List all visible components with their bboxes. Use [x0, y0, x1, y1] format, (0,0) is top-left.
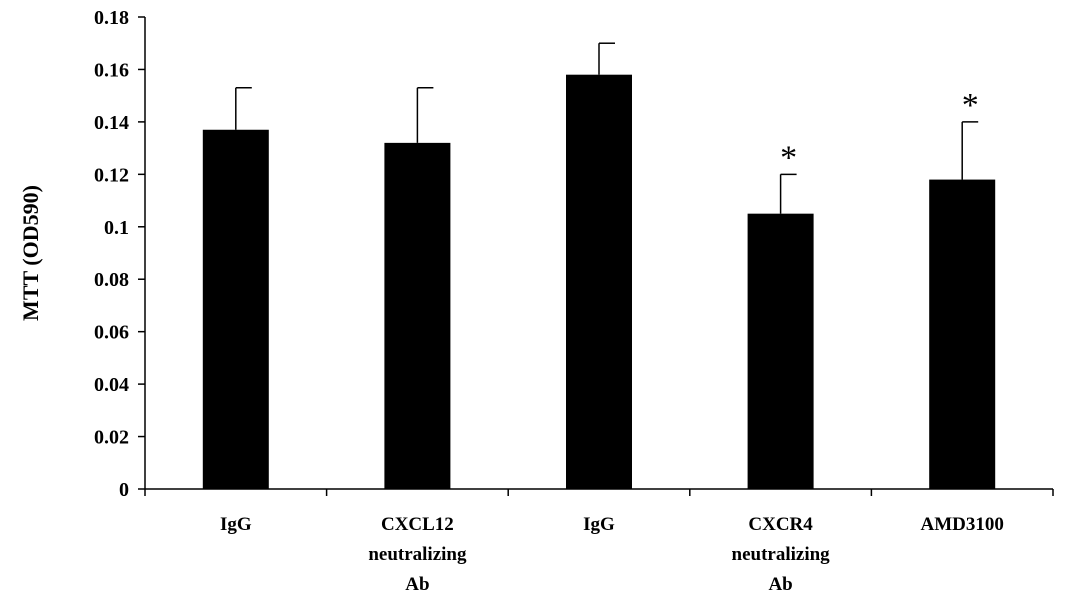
category-label: Ab: [405, 574, 429, 595]
category-label: AMD3100: [921, 514, 1004, 535]
error-bars: [235, 42, 979, 214]
x-axis: IgG CXCL12 neutralizing Ab IgG CXCR4 neutraliz…: [144, 488, 1054, 595]
significance-marker: *: [962, 87, 979, 124]
bar: [566, 74, 632, 489]
y-tick-label: 0.1: [104, 217, 129, 239]
category-label: IgG: [220, 514, 252, 535]
significance-markers: **: [780, 87, 979, 176]
significance-marker: *: [780, 139, 797, 176]
y-ticks: 0 0.02 0.04 0.06 0.08 0.1 0.12 0.14 0.16 0.18: [94, 7, 145, 501]
bars: [202, 74, 996, 490]
bar: [384, 142, 451, 489]
category-label: Ab: [768, 574, 792, 595]
bar: [747, 213, 814, 489]
y-axis-label: MTT (OD590): [18, 185, 43, 321]
y-tick-label: 0: [119, 479, 129, 501]
y-tick-label: 0.18: [94, 7, 129, 29]
bar: [202, 129, 269, 489]
y-tick-label: 0.04: [94, 374, 129, 396]
bar: [929, 179, 996, 490]
category-label: neutralizing: [368, 544, 467, 565]
y-tick-label: 0.14: [94, 112, 129, 134]
x-labels: IgG CXCL12 neutralizing Ab IgG CXCR4 neutraliz…: [220, 514, 1004, 595]
y-tick-label: 0.02: [94, 427, 129, 449]
category-label: CXCL12: [381, 514, 454, 535]
category-label: CXCR4: [748, 514, 813, 535]
y-axis: 0 0.02 0.04 0.06 0.08 0.1 0.12 0.14 0.16 0.18 MTT…: [18, 7, 146, 501]
y-tick-label: 0.06: [94, 322, 129, 344]
y-tick-label: 0.08: [94, 269, 129, 291]
y-tick-label: 0.12: [94, 164, 129, 186]
category-label: IgG: [583, 514, 615, 535]
y-tick-label: 0.16: [94, 59, 129, 81]
category-label: neutralizing: [732, 544, 831, 565]
x-ticks: [144, 489, 1054, 496]
